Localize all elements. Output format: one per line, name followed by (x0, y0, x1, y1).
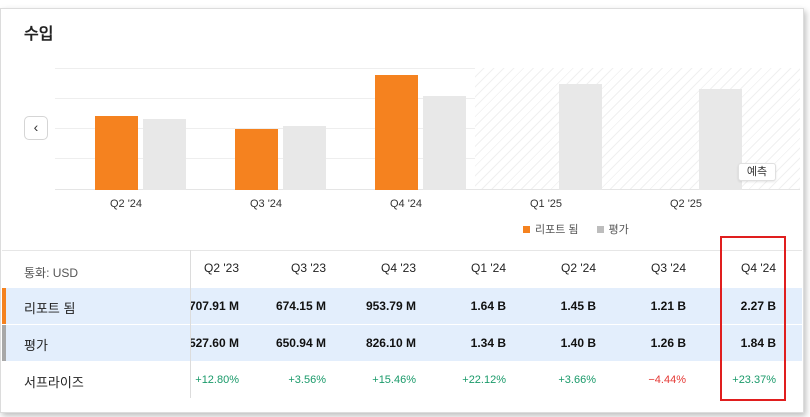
legend-label-estimate: 평가 (608, 224, 629, 236)
table-cell: +15.46% (372, 374, 416, 386)
table-cell: +12.80% (195, 374, 239, 386)
column-header: Q3 '24 (651, 261, 686, 275)
chart-legend: 리포트 됨 평가 (523, 221, 629, 237)
table-cell: 2.27 B (740, 299, 776, 313)
column-header: Q4 '23 (381, 261, 416, 275)
bar-estimate[interactable] (422, 96, 466, 190)
table-header-row: 통화: USD (2, 250, 802, 287)
row-accent-estimate (2, 325, 6, 361)
prev-button[interactable]: ‹ (24, 116, 48, 140)
legend-swatch-estimate (596, 225, 604, 233)
currency-label: 통화: USD (24, 266, 79, 280)
chevron-left-icon: ‹ (33, 119, 39, 135)
table-cell: +3.66% (558, 374, 596, 386)
x-tick-label: Q2 '24 (109, 198, 143, 210)
x-tick-label: Q1 '25 (529, 198, 563, 210)
table-cell: 1.40 B (560, 336, 596, 350)
column-header: Q4 '24 (741, 261, 776, 275)
column-divider (190, 250, 191, 398)
forecast-badge: 예측 (738, 163, 776, 181)
x-tick-label: Q3 '24 (249, 198, 283, 210)
table-cell: 1.84 B (740, 336, 776, 350)
bar-reported[interactable] (94, 116, 138, 190)
bar-reported[interactable] (374, 74, 418, 190)
table-cell: 707.91 M (191, 299, 239, 313)
bar-estimate[interactable] (142, 118, 186, 190)
row-label-estimate: 평가 (24, 338, 48, 353)
table-cell: 674.15 M (275, 299, 326, 313)
table-row-estimate: 평가 (2, 325, 802, 361)
table-scroll-area[interactable]: Q2 '23 Q3 '23 Q4 '23 Q1 '24 Q2 '24 Q3 '24 Q4 '… (191, 250, 802, 398)
table-cell: −4.44% (648, 374, 686, 386)
table-cell: 527.60 M (191, 336, 239, 350)
table-cell: 1.34 B (470, 336, 506, 350)
bar-estimate[interactable] (698, 89, 742, 190)
table-cell: 1.45 B (560, 299, 596, 313)
row-label-surprise: 서프라이즈 (24, 375, 84, 390)
table-cell: +23.37% (732, 374, 776, 386)
table-row-surprise: 서프라이즈 (2, 362, 802, 398)
bar-estimate[interactable] (558, 83, 602, 190)
table-cell: +3.56% (288, 374, 326, 386)
row-accent-reported (2, 288, 6, 324)
table-cell: 1.64 B (470, 299, 506, 313)
table-cell: 1.26 B (650, 336, 686, 350)
table-cell: 953.79 M (365, 299, 416, 313)
column-header: Q1 '24 (471, 261, 506, 275)
row-label-reported: 리포트 됨 (24, 301, 76, 316)
column-header: Q2 '24 (561, 261, 596, 275)
column-header: Q3 '23 (291, 261, 326, 275)
bar-reported[interactable] (234, 128, 278, 190)
earnings-chart (55, 68, 800, 190)
gridline (55, 98, 475, 99)
table-cell: 826.10 M (365, 336, 416, 350)
highlight-box (720, 236, 786, 401)
column-header: Q2 '23 (204, 261, 239, 275)
bar-estimate[interactable] (282, 125, 326, 190)
x-tick-label: Q2 '25 (669, 198, 703, 210)
table-cell: 1.21 B (650, 299, 686, 313)
panel-title: 수입 (24, 26, 54, 43)
legend-label-reported: 리포트 됨 (535, 224, 579, 236)
table-row-reported: 리포트 됨 (2, 288, 802, 324)
table-cell: +22.12% (462, 374, 506, 386)
gridline (55, 68, 475, 69)
legend-swatch-reported (523, 225, 530, 233)
table-cell: 650.94 M (275, 336, 326, 350)
x-tick-label: Q4 '24 (389, 198, 423, 210)
